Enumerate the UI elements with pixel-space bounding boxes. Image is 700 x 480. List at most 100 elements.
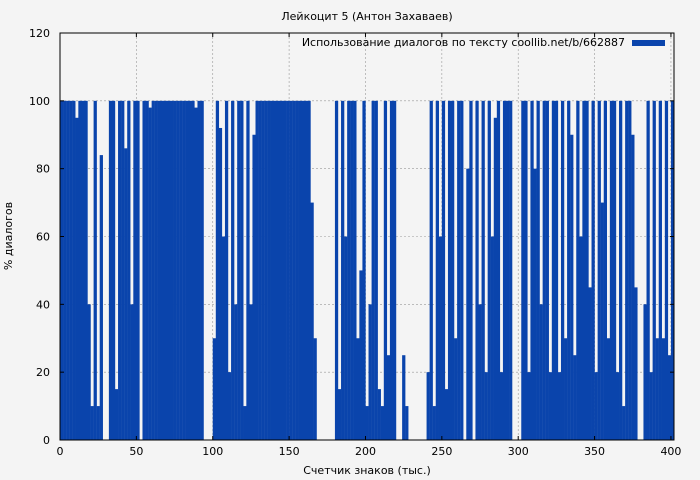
data-bar xyxy=(484,372,488,440)
data-bar xyxy=(286,100,290,440)
data-bar xyxy=(588,287,592,440)
data-bar xyxy=(148,107,152,440)
data-bar xyxy=(481,100,485,440)
data-bar xyxy=(447,100,452,440)
data-bar xyxy=(78,100,82,440)
x-axis-label: Счетчик знаков (тыс.) xyxy=(303,464,431,477)
data-bar xyxy=(432,406,436,440)
data-bar xyxy=(176,100,180,440)
data-bar xyxy=(240,100,244,440)
data-bar xyxy=(258,100,262,440)
data-bar xyxy=(505,100,510,440)
data-bar xyxy=(243,406,247,440)
data-bar xyxy=(664,100,669,440)
data-bar xyxy=(197,100,201,440)
data-bar xyxy=(548,372,553,440)
data-bar xyxy=(154,100,158,440)
x-tick-label: 0 xyxy=(57,445,64,458)
data-bar xyxy=(169,100,174,440)
data-bar xyxy=(249,304,253,440)
data-bar xyxy=(93,100,97,440)
data-bar xyxy=(261,100,265,440)
data-bar xyxy=(295,100,299,440)
data-bar xyxy=(334,100,339,440)
data-bar xyxy=(533,168,537,440)
y-tick-label: 100 xyxy=(29,95,50,108)
data-bar xyxy=(307,100,311,440)
data-bar xyxy=(267,100,271,440)
data-bar xyxy=(564,338,568,440)
x-tick-label: 50 xyxy=(129,445,143,458)
data-bar xyxy=(365,406,369,440)
data-bar xyxy=(157,100,162,440)
data-bar xyxy=(490,236,494,440)
data-bar xyxy=(347,100,351,440)
data-bar xyxy=(75,117,79,441)
data-bar xyxy=(579,236,583,440)
x-tick-label: 250 xyxy=(431,445,452,458)
data-bar xyxy=(188,100,192,440)
data-bar xyxy=(496,100,501,440)
data-bar xyxy=(426,372,430,440)
data-bar xyxy=(429,100,433,440)
data-bar xyxy=(362,100,366,440)
data-bar xyxy=(493,117,498,441)
data-bar xyxy=(368,304,372,440)
data-bar xyxy=(114,389,119,440)
data-bar xyxy=(609,100,614,440)
data-bar xyxy=(466,168,470,440)
data-bar xyxy=(218,127,223,440)
data-bar xyxy=(108,100,113,440)
x-tick-label: 100 xyxy=(202,445,223,458)
data-bar xyxy=(96,406,100,440)
data-bar xyxy=(405,406,409,440)
legend-swatch xyxy=(632,40,665,46)
data-bar xyxy=(527,372,531,440)
x-tick-label: 300 xyxy=(508,445,529,458)
data-bar xyxy=(179,100,183,440)
data-bar xyxy=(234,304,238,440)
y-tick-label: 80 xyxy=(36,163,50,176)
data-bar xyxy=(118,100,122,440)
data-bar xyxy=(460,100,464,440)
legend: Использование диалогов по тексту coollib… xyxy=(302,36,665,49)
data-bar xyxy=(212,338,216,440)
data-bar xyxy=(457,100,461,440)
data-bar xyxy=(289,100,293,440)
data-bar xyxy=(182,100,186,440)
x-tick-label: 150 xyxy=(279,445,300,458)
data-bar xyxy=(539,304,543,440)
data-bar xyxy=(72,100,76,440)
data-bar xyxy=(667,355,672,440)
x-tick-label: 200 xyxy=(355,445,376,458)
data-bar xyxy=(536,100,540,440)
data-bar xyxy=(438,236,443,440)
data-bar xyxy=(66,100,70,440)
data-bar xyxy=(127,100,131,440)
data-bar xyxy=(191,100,195,440)
data-bar xyxy=(63,100,67,440)
legend-label: Использование диалогов по тексту coollib… xyxy=(302,36,625,49)
data-bar xyxy=(451,100,455,440)
y-tick-label: 40 xyxy=(36,298,50,311)
data-bar xyxy=(341,100,345,440)
data-bar xyxy=(487,100,491,440)
data-bar xyxy=(160,100,165,440)
data-bar xyxy=(649,372,653,440)
data-bar xyxy=(356,338,360,440)
data-bar xyxy=(255,100,259,440)
data-bar xyxy=(603,100,607,440)
data-bar xyxy=(521,100,525,440)
data-bar xyxy=(301,100,305,440)
data-bar xyxy=(542,100,546,440)
data-bar xyxy=(582,100,586,440)
data-bar xyxy=(69,100,73,440)
data-bar xyxy=(344,236,348,440)
y-tick-label: 20 xyxy=(36,366,50,379)
data-bar xyxy=(252,134,256,440)
data-bar xyxy=(661,338,666,440)
data-bar xyxy=(130,304,134,440)
data-bar xyxy=(594,372,598,440)
data-bar xyxy=(304,100,308,440)
